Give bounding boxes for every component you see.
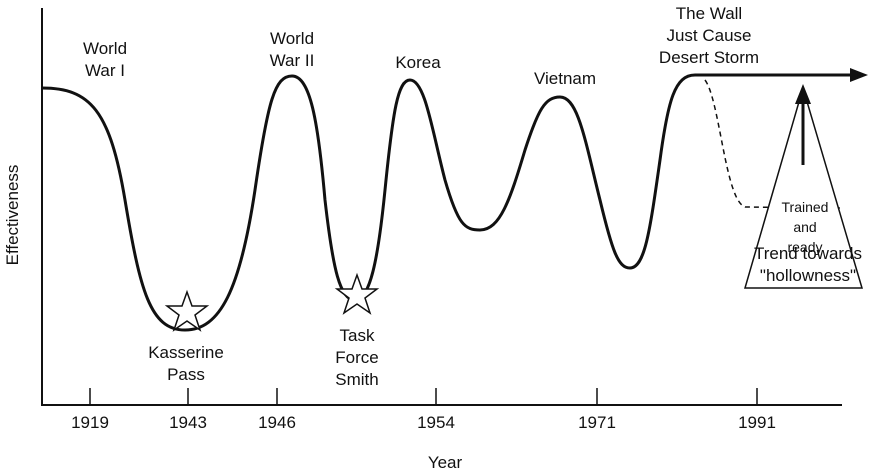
x-tick-label: 1919 bbox=[71, 413, 109, 432]
peak-label: World bbox=[270, 29, 314, 48]
trend-label: Trend towards bbox=[754, 244, 862, 263]
up-arrowhead bbox=[795, 84, 811, 104]
arrowhead bbox=[850, 68, 868, 82]
low-label: Force bbox=[335, 348, 378, 367]
triangle-label: ready bbox=[787, 239, 822, 255]
low-label: Smith bbox=[335, 370, 378, 389]
trend-label: "hollowness" bbox=[760, 266, 856, 285]
peak-label: Just Cause bbox=[666, 26, 751, 45]
peak-label: World bbox=[83, 39, 127, 58]
low-label: Pass bbox=[167, 365, 205, 384]
y-axis-label: Effectiveness bbox=[3, 165, 22, 266]
low-label: Task bbox=[340, 326, 375, 345]
triangle-label: Trained bbox=[782, 199, 829, 215]
low-label: Kasserine bbox=[148, 343, 224, 362]
effectiveness-curve bbox=[41, 73, 852, 332]
triangle bbox=[744, 85, 864, 289]
peak-label: War I bbox=[85, 61, 125, 80]
x-axis-label: Year bbox=[428, 453, 463, 472]
x-tick-label: 1971 bbox=[578, 413, 616, 432]
peak-label: The Wall bbox=[676, 4, 742, 23]
peak-label: Vietnam bbox=[534, 69, 596, 88]
x-tick-label: 1954 bbox=[417, 413, 455, 432]
star bbox=[334, 272, 380, 315]
x-tick-label: 1943 bbox=[169, 413, 207, 432]
peak-label: Korea bbox=[395, 53, 441, 72]
peak-label: Desert Storm bbox=[659, 48, 759, 67]
x-tick-label: 1991 bbox=[738, 413, 776, 432]
peak-label: War II bbox=[270, 51, 315, 70]
trend-curve bbox=[704, 79, 841, 209]
star bbox=[164, 289, 210, 332]
x-tick-label: 1946 bbox=[258, 413, 296, 432]
triangle-label: and bbox=[793, 219, 816, 235]
